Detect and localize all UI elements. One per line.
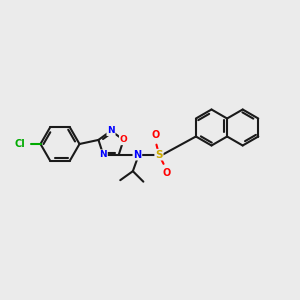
Text: O: O — [151, 130, 160, 140]
Text: Cl: Cl — [15, 139, 26, 149]
Text: N: N — [107, 126, 115, 135]
Text: N: N — [99, 150, 107, 159]
Text: O: O — [120, 135, 128, 144]
Text: S: S — [155, 150, 163, 160]
Text: O: O — [163, 168, 171, 178]
Text: N: N — [133, 150, 141, 160]
